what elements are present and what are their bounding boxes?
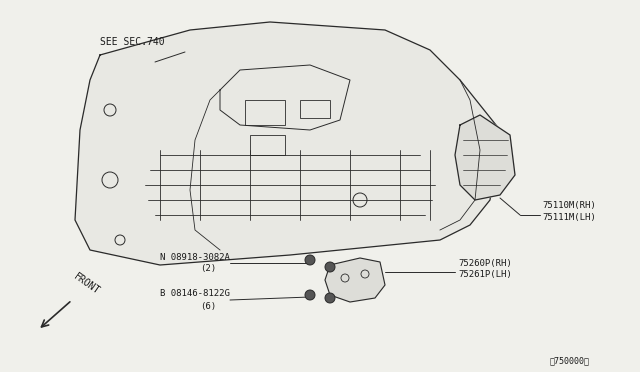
Polygon shape — [325, 258, 385, 302]
Text: FRONT: FRONT — [72, 271, 102, 296]
Text: 75110M(RH): 75110M(RH) — [542, 201, 596, 210]
Text: (2): (2) — [200, 263, 216, 273]
Text: N 08918-3082A: N 08918-3082A — [160, 253, 230, 263]
Bar — [250, 135, 285, 155]
Bar — [300, 100, 330, 118]
Polygon shape — [75, 22, 500, 265]
Polygon shape — [455, 115, 515, 200]
Text: B 08146-8122G: B 08146-8122G — [160, 289, 230, 298]
Circle shape — [325, 293, 335, 303]
Circle shape — [305, 290, 315, 300]
Text: 75111M(LH): 75111M(LH) — [542, 213, 596, 222]
Text: SEE SEC.740: SEE SEC.740 — [100, 37, 164, 47]
Circle shape — [305, 255, 315, 265]
Text: 75260P(RH): 75260P(RH) — [458, 259, 512, 268]
Text: (6): (6) — [200, 301, 216, 311]
Circle shape — [325, 262, 335, 272]
Bar — [245, 100, 285, 125]
Text: ㉵750000㉵: ㉵750000㉵ — [550, 356, 590, 365]
Text: 75261P(LH): 75261P(LH) — [458, 270, 512, 279]
